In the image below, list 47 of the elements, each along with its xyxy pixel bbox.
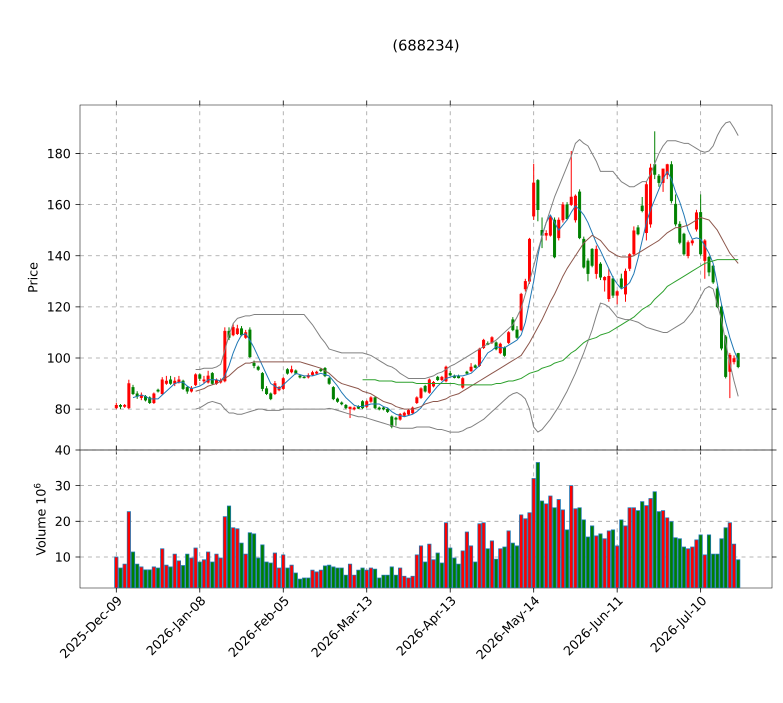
y-tick-label: 100 (48, 353, 70, 363)
y-tick-label: 120 (48, 302, 70, 312)
candlestick (624, 268, 628, 302)
candlestick (636, 224, 640, 236)
candlestick (598, 262, 602, 281)
candlestick (607, 268, 610, 302)
candlestick (703, 238, 706, 280)
y-tick-label: 10 (56, 552, 70, 562)
candlestick (657, 173, 660, 188)
candlestick (640, 196, 644, 213)
candlestick (210, 372, 214, 386)
y-tick-label: 30 (56, 480, 70, 490)
candlestick (428, 378, 431, 394)
y-tick-label: 20 (56, 516, 70, 526)
candlestick (236, 324, 239, 336)
candlestick (132, 384, 135, 396)
candlestick (502, 346, 506, 358)
candlestick (194, 372, 198, 387)
candlestick (461, 376, 464, 390)
candlestick (160, 376, 164, 396)
candlestick (348, 406, 352, 419)
candlestick (620, 273, 623, 290)
candlestick (273, 380, 276, 396)
candlestick (566, 202, 569, 220)
candlestick (240, 326, 244, 337)
candlestick (611, 276, 614, 298)
y-tick-label: 180 (48, 148, 70, 158)
candlestick (507, 330, 510, 344)
y-tick-label: 80 (56, 404, 70, 414)
y-tick-label: 140 (48, 250, 70, 261)
candlestick (419, 386, 423, 400)
candlestick (232, 322, 235, 337)
candlestick (653, 130, 656, 180)
candlestick (548, 214, 552, 238)
candlestick (332, 386, 335, 401)
y-tick-label: 40 (55, 445, 70, 455)
y-axis-title: Price (28, 262, 38, 292)
candlestick (616, 290, 619, 305)
y-tick-label: 160 (48, 200, 70, 210)
chart-title: (688234) (394, 39, 458, 52)
y-axis-title: Volume 10$^{6}$ (34, 484, 46, 556)
candlestick (390, 414, 394, 429)
candlestick (478, 347, 481, 368)
candlestick (152, 392, 156, 404)
candlestick (260, 372, 264, 392)
candlestick (686, 240, 690, 259)
candlestick (694, 209, 698, 232)
